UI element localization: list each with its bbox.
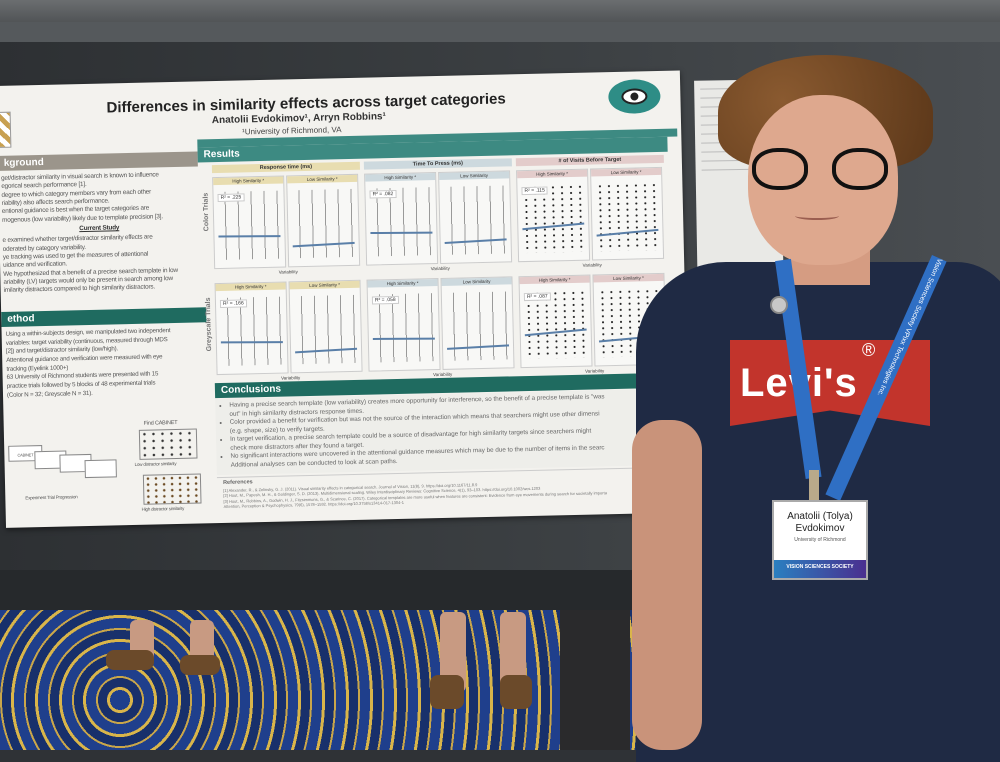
high-similarity-label: High distractor similarity [141, 505, 185, 512]
panel-title: Low Similarity * [289, 280, 360, 290]
method-section: Using a within-subjects design, we manip… [1, 323, 210, 518]
x-axis-label: Variability [582, 262, 602, 268]
poster-affiliation: ¹University of Richmond, VA [242, 125, 342, 137]
scatter-points [445, 291, 510, 361]
scatter-points [293, 294, 358, 365]
name-badge: Anatolii (Tolya) Evdokimov University of… [772, 500, 868, 580]
row-label-color: Color Trials [202, 192, 211, 232]
sandal [106, 650, 154, 670]
panel-title: High Similarity * [365, 173, 436, 182]
panel-title: Low Similarity [439, 171, 510, 180]
chart-title: Response time (ms) [211, 161, 360, 174]
x-axis-label: Variability [430, 265, 450, 272]
r-squared-label: R² = .087 [523, 292, 551, 302]
poster-board-rail [0, 22, 1000, 42]
badge-affiliation: University of Richmond [794, 537, 846, 543]
conclusions-section: Having a precise search template (low va… [215, 389, 657, 476]
registered-mark: ® [862, 340, 876, 360]
scatter-panel: High Similarity * R² = .166 [214, 281, 289, 376]
sandal [180, 655, 220, 675]
r-squared-label: R² = .115 [521, 186, 548, 196]
progression-label: Experiment Trial Progression [25, 494, 78, 501]
r-squared-label: R² = .166 [219, 299, 247, 308]
low-similarity-display [138, 428, 198, 460]
regression-line [220, 341, 283, 344]
research-poster: Differences in similarity effects across… [0, 70, 690, 528]
row-label-greyscale: Greyscale Trials [204, 297, 214, 352]
scatter-points [595, 182, 659, 252]
panel-title: High Similarity * [215, 282, 286, 292]
r-squared-label: R² = .082 [369, 189, 397, 199]
results-chart-group: Time To Press (ms) High Similarity * R² … [363, 158, 517, 377]
scatter-panel: High Similarity * R² = .082 [364, 172, 439, 266]
references-section: References [1] Alexander, R., & Zelinsky… [216, 467, 658, 514]
x-axis-label: Variability [278, 269, 298, 275]
panel-title: High Similarity * [519, 275, 590, 285]
trial-screen [84, 459, 117, 479]
chart-title: Time To Press (ms) [363, 158, 512, 170]
carpet [0, 610, 640, 750]
scatter-panel: Low Similarity [440, 276, 515, 370]
badge-clip [809, 470, 819, 506]
regression-line [372, 337, 435, 340]
scatter-panel: Low Similarity * [288, 279, 363, 374]
badge-event: VISION SCIENCES SOCIETY [774, 560, 866, 578]
panel-title: High Similarity * [517, 169, 588, 179]
scatter-panel: High Similarity * R² = .225 [212, 175, 287, 270]
sandal [430, 675, 464, 709]
panel-title: Low Similarity * [591, 167, 662, 177]
r-squared-label: R² = .058 [371, 295, 399, 305]
university-crest [0, 111, 12, 148]
panel-title: Low Similarity [441, 277, 512, 286]
scatter-panel: High Similarity * R² = .058 [366, 278, 441, 372]
scatter-panel: High Similarity * R² = .087 [518, 274, 593, 369]
scatter-panel: Low Similarity [438, 170, 513, 264]
chart-title: # of Visits Before Target [515, 154, 664, 167]
sandal [500, 675, 532, 709]
panel-title: High Similarity * [367, 279, 438, 288]
scatter-points [291, 188, 355, 259]
glasses [752, 148, 892, 192]
background-section: get/distractor similarity in visual sear… [0, 167, 201, 312]
panel-title: High Similarity * [213, 176, 284, 186]
find-label: Find CABINET [143, 419, 178, 427]
arm [632, 420, 702, 750]
scatter-panel: Low Similarity * [286, 173, 361, 268]
high-similarity-display [142, 473, 202, 505]
legs [560, 610, 630, 750]
smile [795, 212, 839, 220]
low-similarity-label: Low distractor similarity [134, 461, 177, 467]
scatter-points [443, 185, 507, 255]
eye-logo-icon [608, 78, 661, 115]
regression-line [370, 231, 433, 235]
panel-title: Low Similarity * [593, 273, 664, 283]
pin-badge [770, 296, 788, 314]
scatter-panel: Low Similarity * [590, 166, 665, 261]
regression-line [218, 235, 281, 238]
panel-title: Low Similarity * [287, 174, 358, 184]
r-squared-label: R² = .225 [217, 193, 245, 203]
scatter-panel: High Similarity * R² = .115 [516, 168, 591, 263]
badge-name: Anatolii (Tolya) Evdokimov [787, 511, 853, 534]
results-chart-group: Response time (ms) High Similarity * R² … [211, 161, 365, 381]
